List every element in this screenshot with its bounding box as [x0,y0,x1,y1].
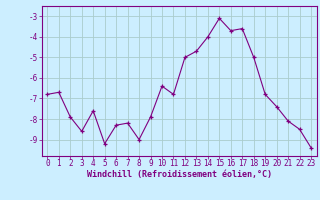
X-axis label: Windchill (Refroidissement éolien,°C): Windchill (Refroidissement éolien,°C) [87,170,272,179]
